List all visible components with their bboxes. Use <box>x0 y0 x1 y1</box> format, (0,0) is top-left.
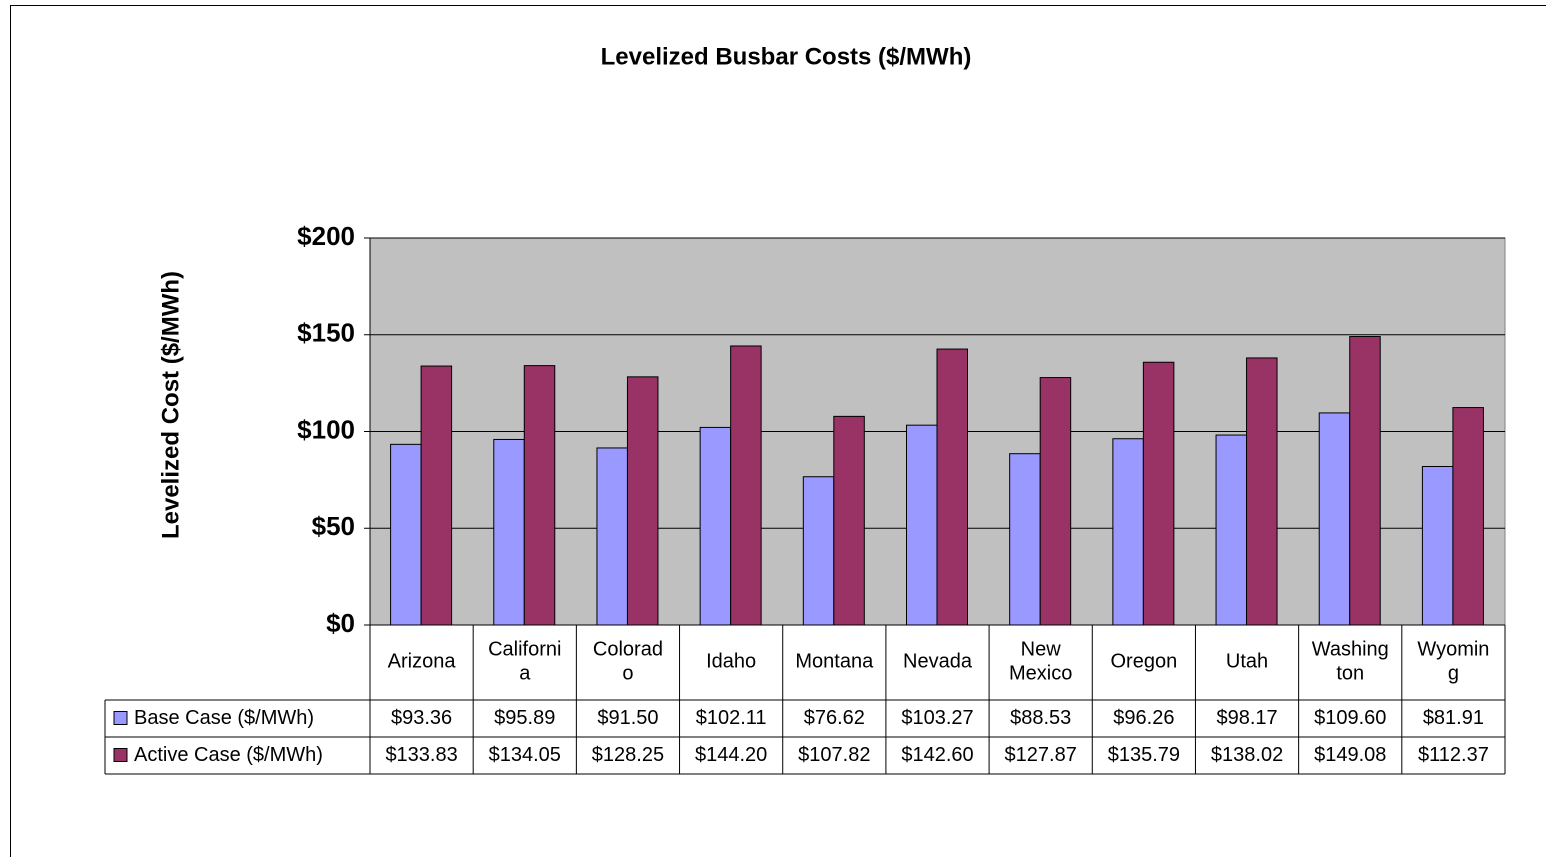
bar <box>494 439 524 625</box>
data-label: $133.83 <box>385 744 457 766</box>
bar <box>1040 378 1071 625</box>
y-tick-label: $50 <box>312 511 355 541</box>
data-label: $96.26 <box>1113 707 1174 729</box>
bar <box>421 366 452 625</box>
data-label: $93.36 <box>391 707 452 729</box>
data-label: $134.05 <box>489 744 561 766</box>
y-tick-label: $200 <box>297 221 355 251</box>
bar <box>834 416 865 625</box>
bar <box>524 366 555 625</box>
x-tick-label: Arizona <box>388 651 457 673</box>
x-tick-label: Idaho <box>706 651 756 673</box>
bar <box>1216 435 1247 625</box>
data-label: $81.91 <box>1423 707 1484 729</box>
y-tick-label: $150 <box>297 318 355 348</box>
data-label: $88.53 <box>1010 707 1071 729</box>
bar <box>700 427 731 625</box>
data-label: $102.11 <box>696 707 767 729</box>
bar <box>391 444 422 625</box>
legend-key <box>114 749 127 762</box>
data-label: $91.50 <box>597 707 658 729</box>
x-tick-label: Utah <box>1226 651 1268 673</box>
bar <box>1113 439 1144 625</box>
bar <box>1319 413 1350 625</box>
x-tick-label: Nevada <box>903 651 973 673</box>
bar <box>937 349 968 625</box>
bar <box>597 448 628 625</box>
data-label: $107.82 <box>798 744 870 766</box>
data-label: $76.62 <box>804 707 865 729</box>
bar <box>1350 337 1381 625</box>
data-label: $103.27 <box>901 707 973 729</box>
legend-key <box>114 712 127 725</box>
data-label: $95.89 <box>494 707 555 729</box>
data-label: $112.37 <box>1418 744 1489 766</box>
data-label: $142.60 <box>901 744 973 766</box>
data-label: $109.60 <box>1314 707 1386 729</box>
bar <box>907 425 938 625</box>
bar <box>627 377 658 625</box>
bar <box>1010 454 1041 625</box>
bar <box>1247 358 1278 625</box>
y-tick-label: $100 <box>297 414 355 444</box>
x-tick-label: Montana <box>795 651 874 673</box>
data-label: $149.08 <box>1314 744 1386 766</box>
bar <box>731 346 762 625</box>
legend-label: Base Case ($/MWh) <box>134 707 314 729</box>
y-tick-label: $0 <box>326 608 355 638</box>
data-label: $135.79 <box>1108 744 1180 766</box>
data-label: $128.25 <box>592 744 664 766</box>
bar <box>803 477 834 625</box>
bar <box>1143 362 1174 625</box>
data-label: $138.02 <box>1211 744 1283 766</box>
data-label: $127.87 <box>1005 744 1077 766</box>
data-label: $98.17 <box>1216 707 1277 729</box>
chart-title: Levelized Busbar Costs ($/MWh) <box>601 43 972 70</box>
bar <box>1453 408 1484 625</box>
y-axis-label: Levelized Cost ($/MWh) <box>157 271 184 539</box>
data-label: $144.20 <box>695 744 767 766</box>
legend-label: Active Case ($/MWh) <box>134 744 323 766</box>
bar <box>1422 467 1453 625</box>
x-tick-label: Oregon <box>1111 651 1178 673</box>
